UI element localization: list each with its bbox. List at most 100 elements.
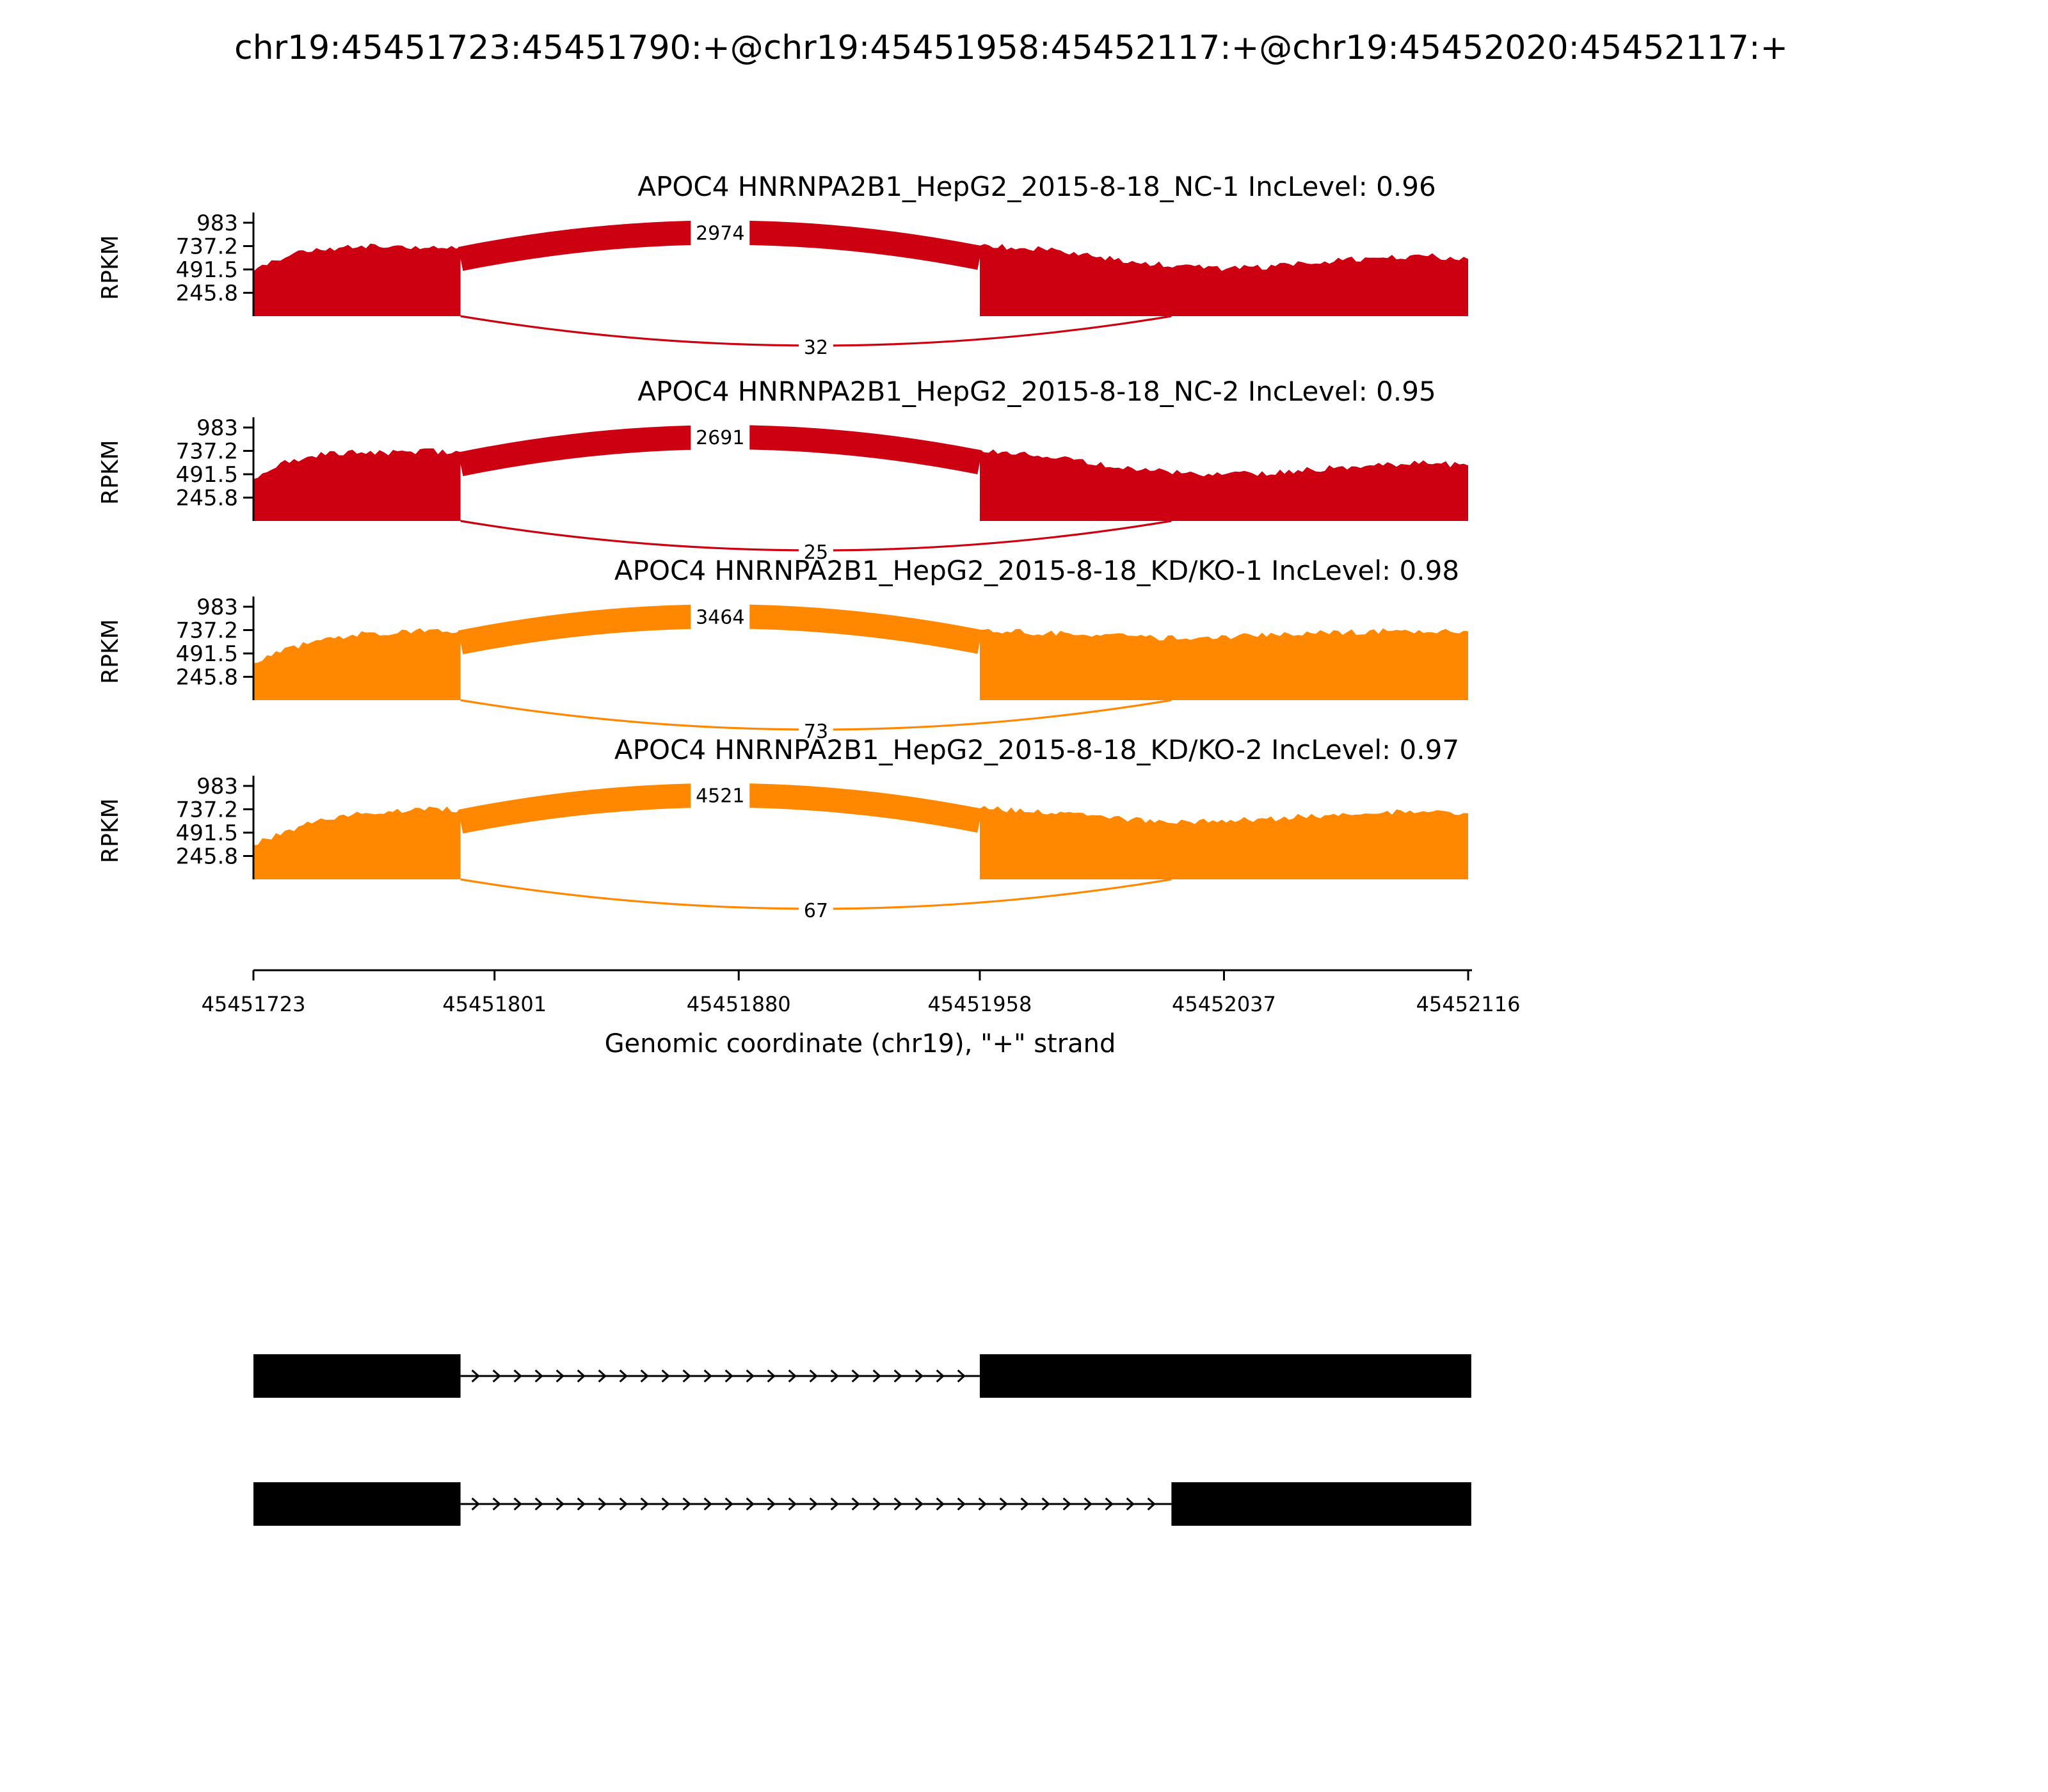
intron-arrow: [724, 1497, 733, 1511]
intron-arrow: [767, 1369, 776, 1383]
intron-arrow: [978, 1497, 987, 1511]
track-title: APOC4 HNRNPA2B1_HepG2_2015-8-18_KD/KO-2 …: [614, 734, 1459, 765]
x-tick-label: 45451880: [687, 992, 791, 1016]
track-title: APOC4 HNRNPA2B1_HepG2_2015-8-18_KD/KO-1 …: [614, 555, 1459, 586]
inclusion-junction-count: 4521: [696, 785, 744, 808]
skipping-junction-count-bg: [798, 718, 833, 744]
intron-arrow: [1147, 1497, 1156, 1511]
intron-arrow: [767, 1497, 776, 1511]
intron-arrow: [619, 1497, 628, 1511]
exon-box: [253, 1482, 461, 1526]
intron-arrow: [1105, 1497, 1114, 1511]
y-tick-label: 491.5: [176, 820, 238, 846]
intron-arrow: [534, 1497, 543, 1511]
intron-arrow: [830, 1369, 839, 1383]
y-tick-label: 737.2: [176, 797, 238, 823]
exon-box: [1171, 1482, 1471, 1526]
coverage-area: [980, 628, 1468, 700]
intron-arrow: [893, 1497, 902, 1511]
y-tick-label: 983: [196, 415, 238, 441]
x-axis-label: Genomic coordinate (chr19), "+" strand: [605, 1029, 1116, 1059]
intron-arrow: [577, 1497, 586, 1511]
y-tick-label: 983: [196, 595, 238, 620]
inclusion-junction-count-bg: [691, 424, 750, 451]
intron-arrow: [577, 1369, 586, 1383]
y-tick-label: 491.5: [176, 641, 238, 667]
coverage-area: [253, 806, 461, 879]
x-axis: 45451723 45451801 45451880 45451958 45452037…: [202, 969, 1521, 1016]
y-tick-label: 737.2: [176, 618, 238, 644]
coverage-area: [980, 806, 1468, 879]
coverage-area: [980, 244, 1468, 316]
track-title: APOC4 HNRNPA2B1_HepG2_2015-8-18_NC-1 Inc…: [637, 171, 1436, 202]
intron-arrow: [640, 1497, 649, 1511]
intron-arrow: [915, 1497, 924, 1511]
intron-arrow: [513, 1497, 522, 1511]
y-tick-label: 737.2: [176, 439, 238, 465]
intron-arrow: [788, 1369, 797, 1383]
intron-arrow: [534, 1369, 543, 1383]
intron-arrow: [893, 1369, 902, 1383]
x-tick-label: 45451801: [442, 992, 547, 1016]
inclusion-junction-count-bg: [691, 604, 750, 630]
intron-arrow: [556, 1369, 564, 1383]
intron-arrow: [598, 1497, 607, 1511]
intron-arrow: [851, 1369, 860, 1383]
intron-arrow: [682, 1369, 691, 1383]
y-axis-title: RPKM: [97, 235, 124, 300]
y-tick-label: 245.8: [176, 844, 238, 869]
intron-arrow: [851, 1497, 860, 1511]
intron-arrow: [746, 1497, 755, 1511]
exon-box: [253, 1354, 461, 1398]
intron-arrow: [1084, 1497, 1092, 1511]
inclusion-junction-count: 3464: [696, 606, 744, 628]
intron-arrow: [598, 1369, 607, 1383]
intron-arrow: [936, 1369, 945, 1383]
x-tick-label: 45451723: [202, 992, 306, 1016]
intron-arrow: [936, 1497, 945, 1511]
y-axis-title: RPKM: [97, 798, 124, 863]
coverage-area: [253, 243, 461, 316]
inclusion-junction-count: 2691: [696, 427, 744, 449]
coverage-area: [253, 448, 461, 521]
skipping-junction-count: 67: [804, 900, 828, 922]
y-tick-label: 245.8: [176, 664, 238, 690]
intron-arrow: [703, 1497, 712, 1511]
y-tick-label: 491.5: [176, 257, 238, 283]
y-tick-label: 491.5: [176, 462, 238, 488]
x-tick-label: 45452037: [1172, 992, 1276, 1016]
intron-arrow: [513, 1369, 522, 1383]
skipping-junction-count: 73: [804, 721, 828, 743]
y-tick-label: 983: [196, 211, 238, 236]
intron-arrow: [788, 1497, 797, 1511]
exon-box: [979, 1354, 1471, 1398]
intron-arrow: [492, 1369, 501, 1383]
intron-arrow: [830, 1497, 839, 1511]
intron-arrow: [724, 1369, 733, 1383]
intron-arrow: [1126, 1497, 1135, 1511]
intron-arrow: [556, 1497, 564, 1511]
intron-arrow: [492, 1497, 501, 1511]
intron-arrow: [957, 1369, 966, 1383]
y-tick-label: 245.8: [176, 485, 238, 511]
inclusion-junction-count-bg: [691, 220, 750, 246]
skipping-junction-count: 32: [804, 337, 828, 359]
isoform-1: [253, 1354, 1471, 1398]
coverage-area: [253, 628, 461, 700]
y-axis-title: RPKM: [97, 619, 124, 684]
intron-arrow: [1020, 1497, 1029, 1511]
coverage-area: [980, 449, 1468, 521]
intron-arrow: [915, 1369, 924, 1383]
y-tick-label: 983: [196, 774, 238, 799]
inclusion-junction-count: 2974: [696, 222, 744, 244]
intron-arrow: [999, 1497, 1008, 1511]
x-tick-label: 45452116: [1416, 992, 1521, 1016]
intron-arrow: [957, 1497, 966, 1511]
intron-arrow: [1041, 1497, 1050, 1511]
skipping-junction-count-bg: [798, 334, 833, 360]
track-title: APOC4 HNRNPA2B1_HepG2_2015-8-18_NC-2 Inc…: [637, 376, 1436, 407]
